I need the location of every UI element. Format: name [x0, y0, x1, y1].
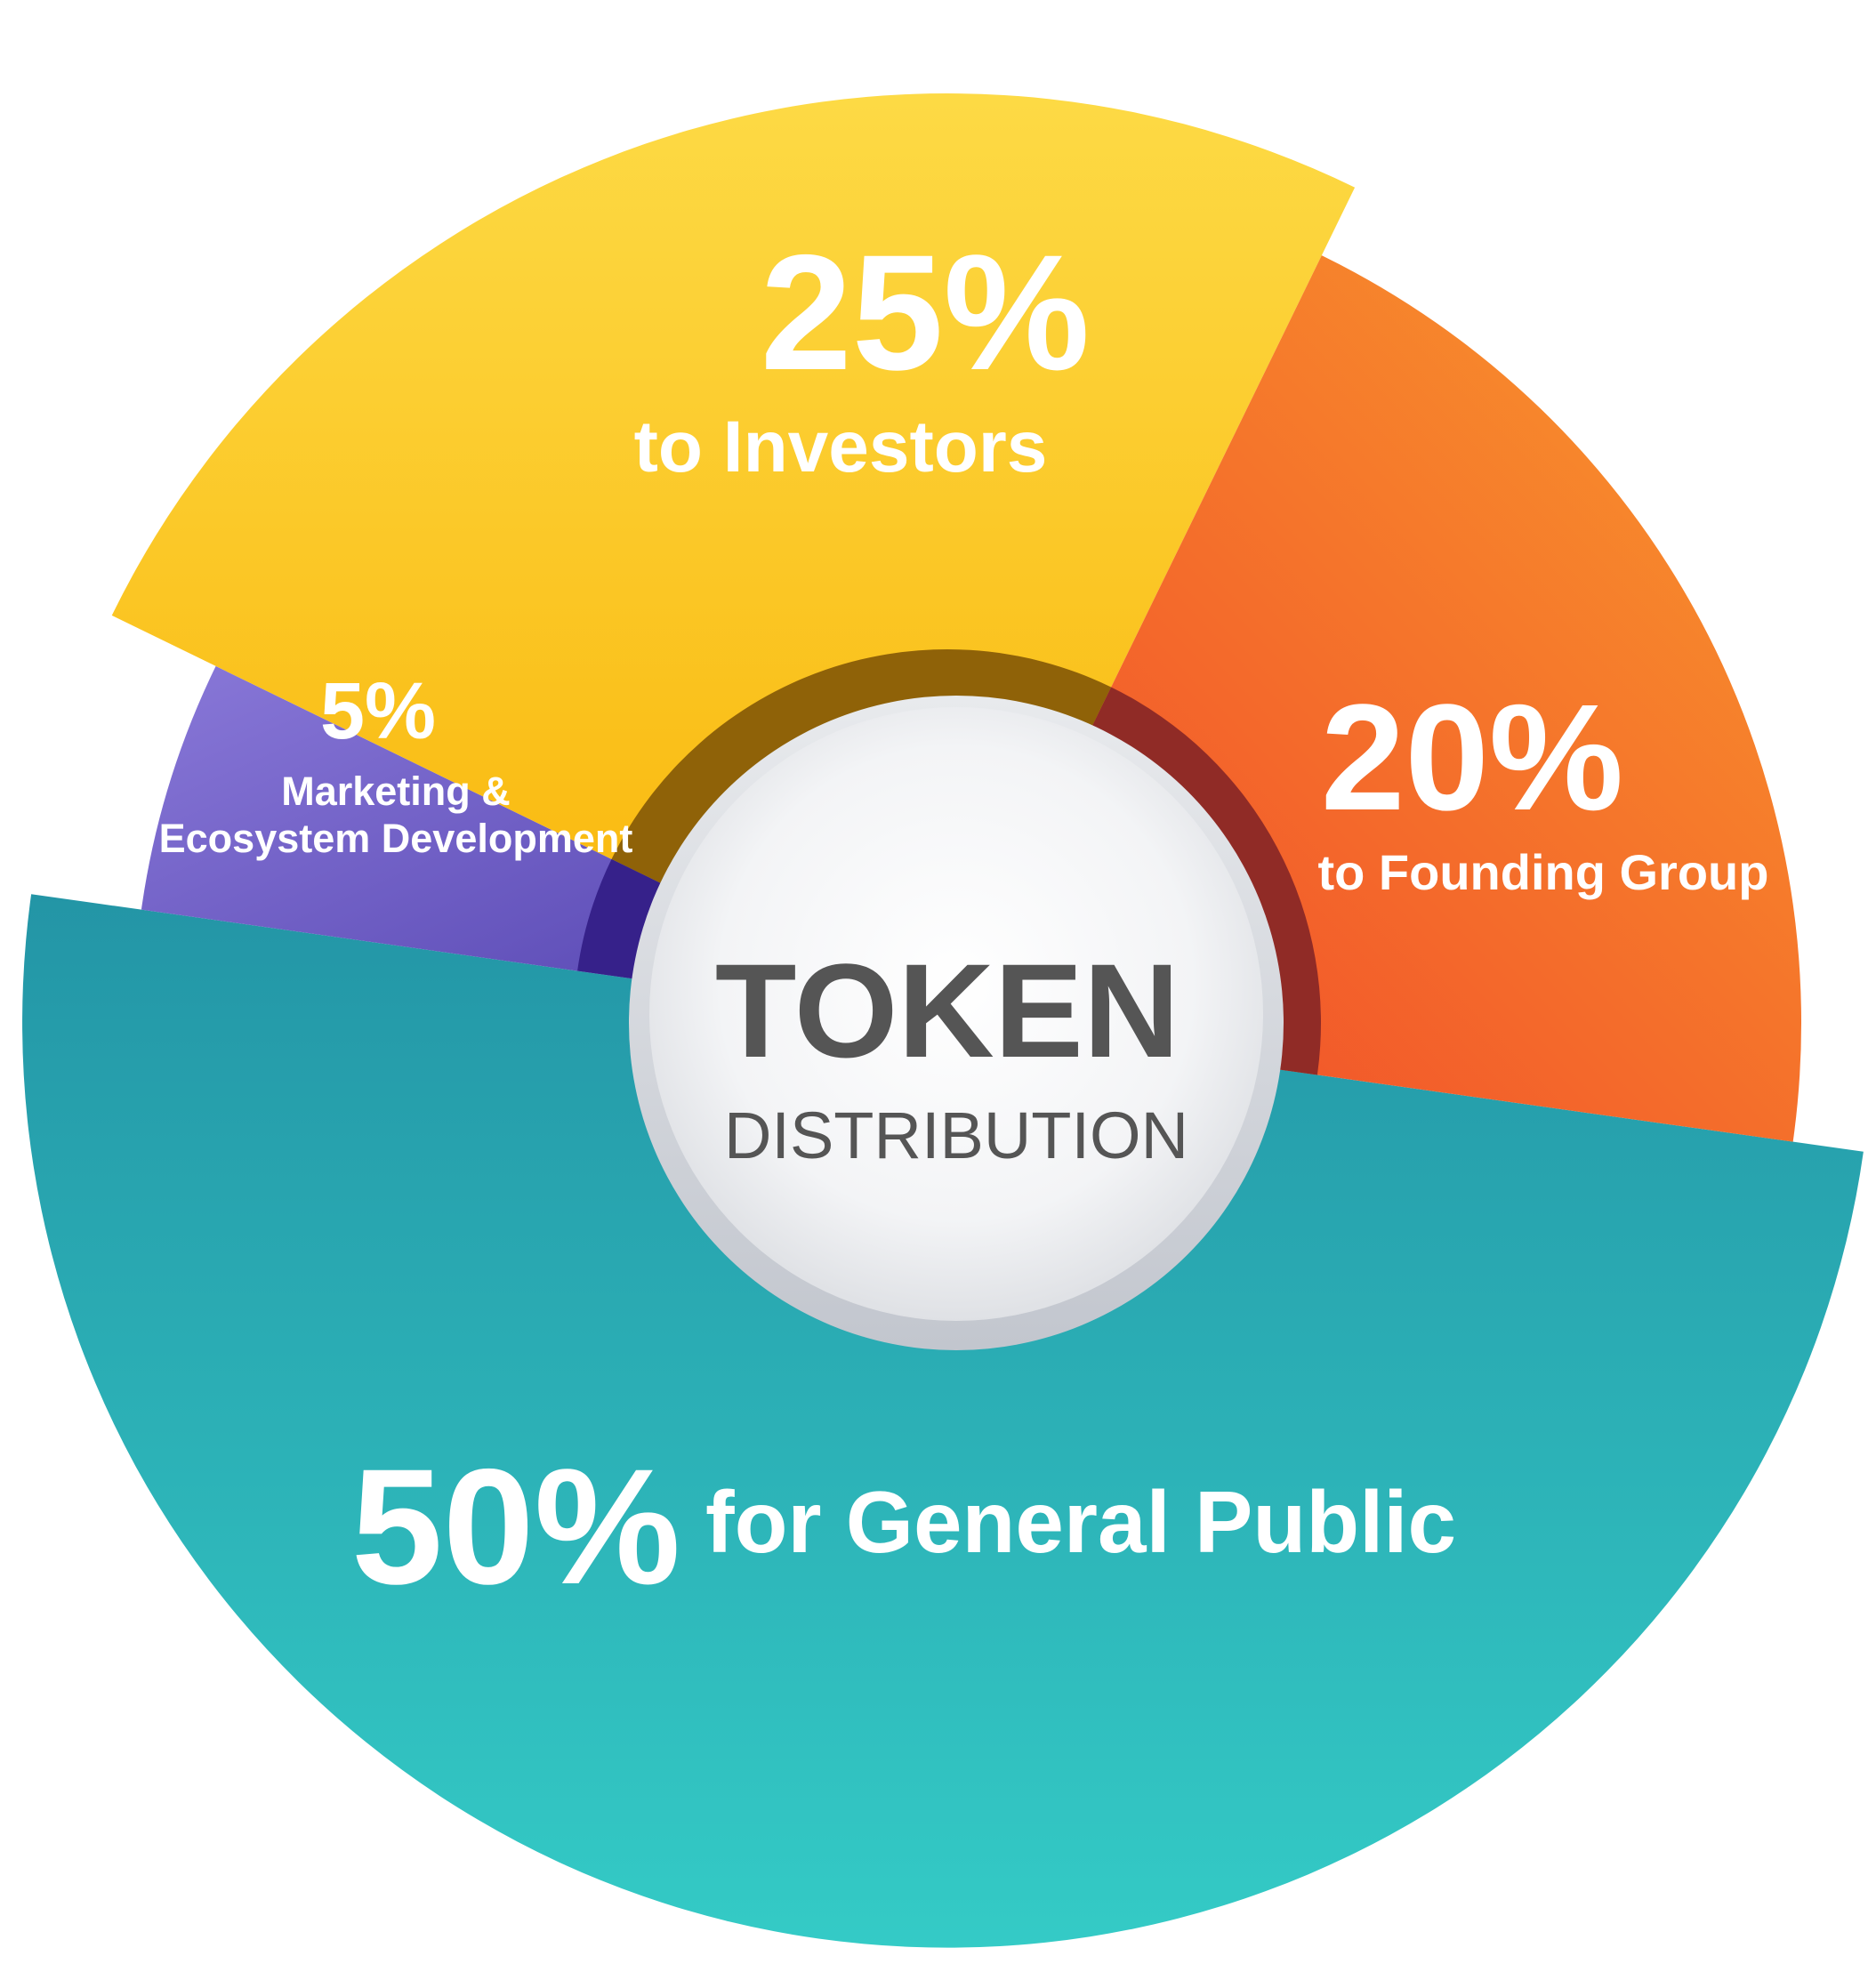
data-label-founding-value: 20% — [1321, 673, 1623, 842]
center-medallion-face — [649, 707, 1263, 1321]
center-medallion — [629, 696, 1284, 1350]
chart-title: TOKEN — [715, 936, 1180, 1085]
data-label-marketing-line2: Ecosystem Development — [159, 816, 633, 861]
data-label-investors: to Investors — [634, 406, 1048, 487]
data-label-marketing-value: 5% — [320, 667, 436, 756]
data-label-public: for General Public — [705, 1473, 1456, 1571]
data-label-founding: to Founding Group — [1318, 844, 1769, 900]
data-label-public-value: 50% — [351, 1436, 680, 1619]
slice-general-public — [22, 894, 1864, 1948]
data-label-marketing-line1: Marketing & — [281, 769, 511, 814]
data-label-investors-value: 25% — [761, 221, 1090, 405]
chart-subtitle: DISTRIBUTION — [724, 1099, 1188, 1172]
